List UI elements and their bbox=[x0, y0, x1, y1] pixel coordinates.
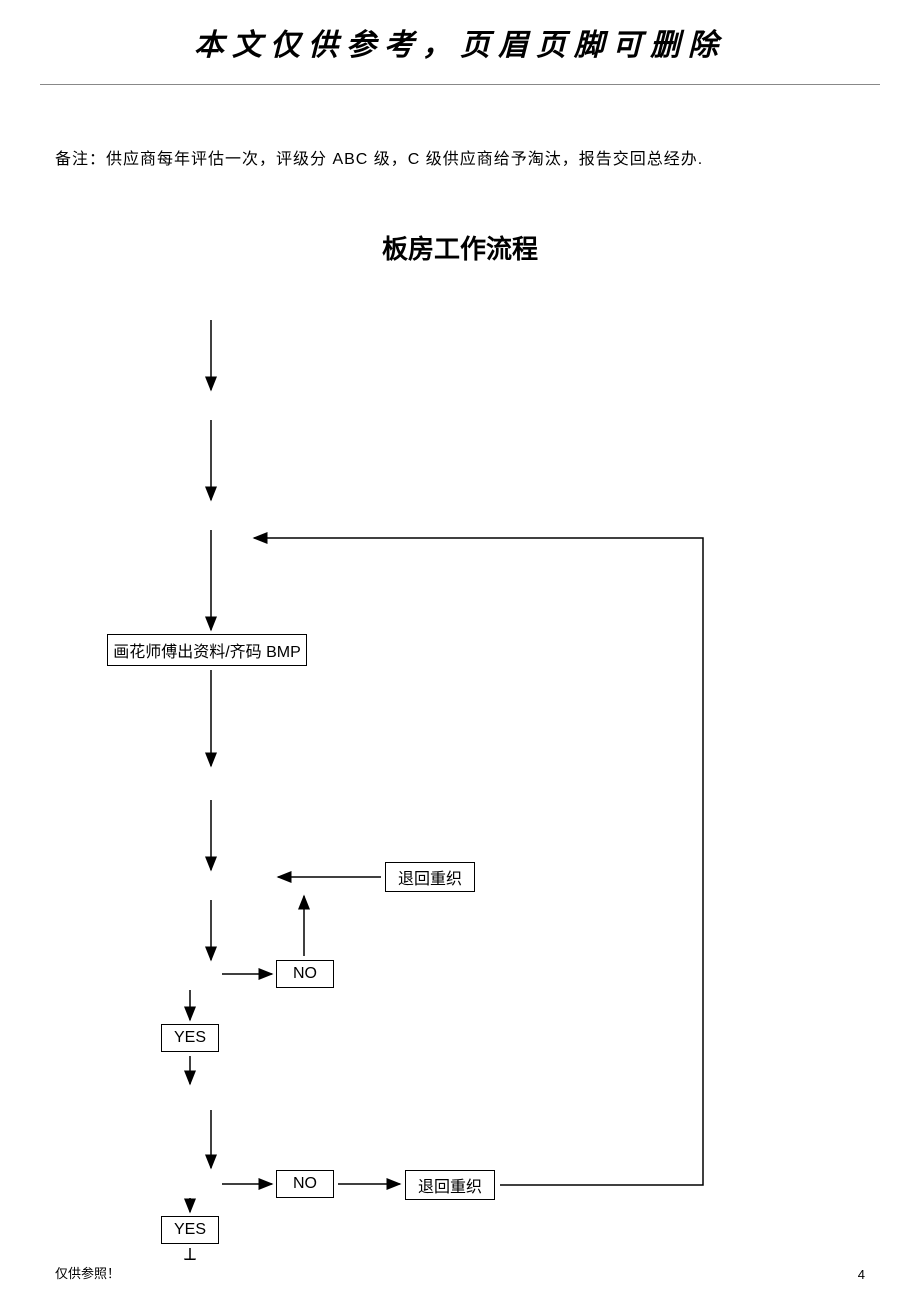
footer-page-number: 4 bbox=[858, 1267, 865, 1282]
footer-left-text: 仅供参照！ bbox=[55, 1263, 120, 1282]
flowchart-svg bbox=[0, 300, 920, 1260]
flow-node-ret2: 退回重织 bbox=[405, 1170, 495, 1200]
flow-node-yes1: YES bbox=[161, 1024, 219, 1052]
flow-node-no1: NO bbox=[276, 960, 334, 988]
flow-node-no2: NO bbox=[276, 1170, 334, 1198]
flow-feedback-path bbox=[254, 538, 703, 1185]
header-divider bbox=[40, 84, 880, 85]
flow-node-n1: 画花师傅出资料/齐码 BMP bbox=[107, 634, 307, 666]
section-title: 板房工作流程 bbox=[0, 229, 920, 266]
flowchart-diagram: 画花师傅出资料/齐码 BMP NO 退回重织 YES NO 退回重织 YES bbox=[0, 300, 920, 1260]
flow-node-ret1: 退回重织 bbox=[385, 862, 475, 892]
note-text: 备注：供应商每年评估一次，评级分 ABC 级，C 级供应商给予淘汰，报告交回总经… bbox=[55, 145, 865, 169]
page-header-title: 本文仅供参考，页眉页脚可删除 bbox=[0, 0, 920, 64]
flow-node-yes2: YES bbox=[161, 1216, 219, 1244]
